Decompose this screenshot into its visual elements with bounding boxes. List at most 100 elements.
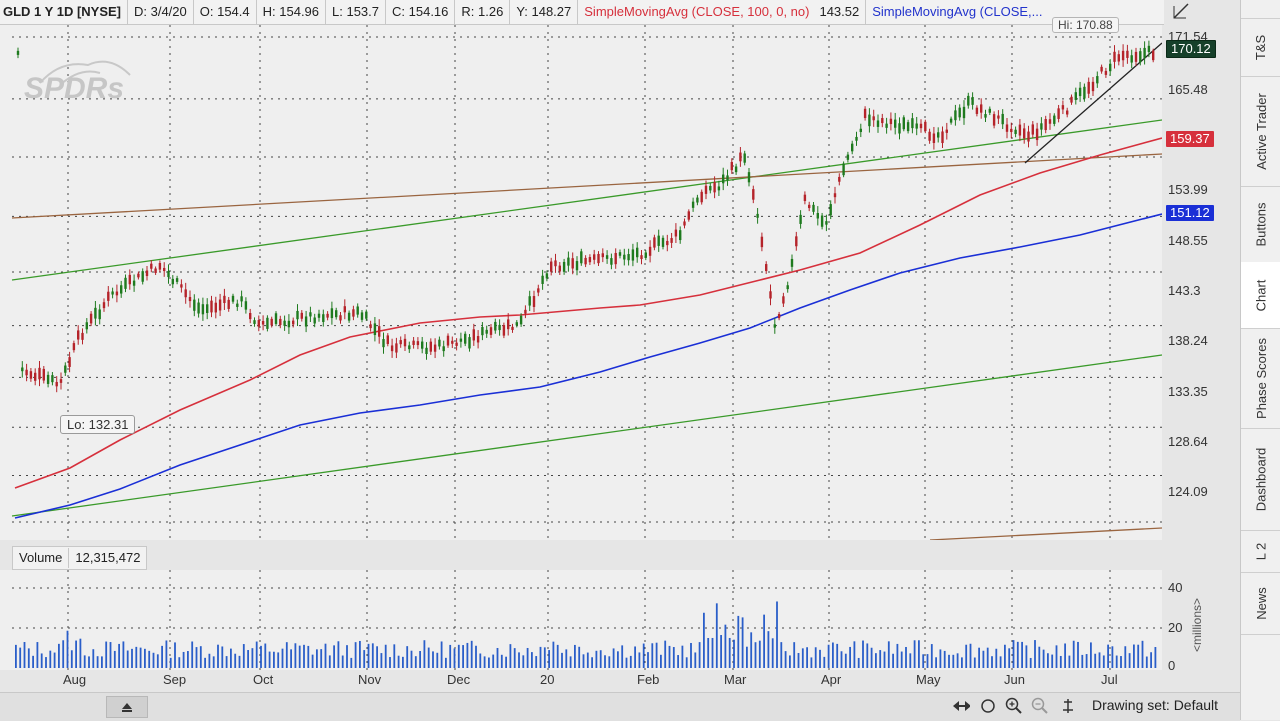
volume-bar <box>376 646 378 668</box>
candle-body <box>287 320 291 328</box>
volume-bar <box>109 642 112 668</box>
tab-chart[interactable]: Chart <box>1241 262 1280 329</box>
tab-phase-scores[interactable]: Phase Scores <box>1241 328 1280 429</box>
volume-bar <box>466 642 469 668</box>
candle-body <box>911 118 914 129</box>
tab-active-trader[interactable]: Active Trader <box>1241 76 1280 187</box>
candle-body <box>1152 50 1155 61</box>
candle-body <box>541 275 544 284</box>
volume-bar <box>27 648 30 668</box>
month-label: May <box>916 672 941 687</box>
candle-body <box>846 154 850 160</box>
volume-label[interactable]: Volume <box>13 548 70 568</box>
candle-body <box>851 143 854 152</box>
volume-value: 12,315,472 <box>75 550 141 565</box>
candle-body <box>631 249 635 261</box>
symbol-label[interactable]: GLD 1 Y 1D [NYSE] <box>0 0 128 24</box>
candle-body <box>171 278 174 285</box>
tab-news[interactable]: News <box>1241 572 1280 635</box>
volume-bar <box>1120 656 1122 668</box>
pan-arrows-icon[interactable] <box>952 697 970 715</box>
scroll-to-end-button[interactable] <box>106 696 148 718</box>
candle-body <box>154 268 157 273</box>
candle-body <box>816 213 819 219</box>
month-label: Nov <box>358 672 382 687</box>
volume-bar <box>918 640 920 668</box>
candle-body <box>674 229 678 237</box>
tab-dashboard[interactable]: Dashboard <box>1241 428 1280 531</box>
tab-top[interactable] <box>1241 0 1280 19</box>
volume-bar <box>1115 655 1118 668</box>
volume-bar <box>406 646 409 668</box>
candle-body <box>885 123 888 128</box>
candle-body <box>1023 128 1026 139</box>
volume-bar <box>810 657 813 668</box>
candle-body <box>790 258 794 267</box>
price-axis[interactable]: 171.54 165.48 153.99 148.55 143.3 138.24… <box>1162 25 1240 540</box>
drawing-tool-button[interactable] <box>1166 0 1196 22</box>
sma-blue-label[interactable]: SimpleMovingAvg (CLOSE,... <box>872 4 1043 19</box>
volume-bar <box>341 655 344 668</box>
candle-body <box>653 237 656 248</box>
candle-body <box>803 194 807 202</box>
candle-body <box>481 327 484 336</box>
volume-bar <box>1051 654 1054 668</box>
volume-bar <box>900 651 903 668</box>
drawing-tool-icon[interactable] <box>1059 697 1077 715</box>
volume-bar <box>875 653 877 668</box>
volume-bar <box>823 656 826 668</box>
sma-red-label[interactable]: SimpleMovingAvg (CLOSE, 100, 0, no) <box>584 4 810 19</box>
volume-bar <box>354 642 357 668</box>
candle-body <box>876 120 880 127</box>
candle-body <box>1074 92 1077 100</box>
zoom-in-icon[interactable] <box>1005 697 1023 715</box>
volume-chart[interactable]: 40 20 0 <millions> <box>0 570 1240 670</box>
zoom-out-icon[interactable] <box>1031 697 1049 715</box>
candle-body <box>709 185 712 191</box>
price-tick: 138.24 <box>1168 333 1208 348</box>
volume-bar <box>612 648 615 668</box>
candle-body <box>330 308 334 319</box>
candle-body <box>378 326 381 337</box>
volume-bar <box>397 655 400 668</box>
tab-l2[interactable]: L 2 <box>1241 530 1280 573</box>
candle-body <box>175 278 179 282</box>
candle-body <box>932 133 936 144</box>
candle-body <box>992 114 996 126</box>
volume-bar <box>522 655 525 668</box>
candle-body <box>623 254 626 260</box>
candle-body <box>124 277 127 289</box>
volume-bar <box>152 652 155 668</box>
tab-buttons[interactable]: Buttons <box>1241 186 1280 263</box>
volume-bar <box>1141 640 1144 668</box>
drawing-set-label[interactable]: Drawing set: Default <box>1092 697 1219 713</box>
volume-bar <box>629 655 632 668</box>
volume-bar <box>647 652 649 668</box>
volume-bar <box>264 643 267 668</box>
candle-body <box>429 341 432 352</box>
candle-body <box>120 285 123 294</box>
candle-body <box>1066 110 1069 115</box>
date-axis[interactable]: Aug Sep Oct Nov Dec 20 Feb Mar Apr May J… <box>0 670 1164 692</box>
price-tick: 148.55 <box>1168 233 1208 248</box>
volume-bar <box>238 655 241 668</box>
volume-bar <box>204 657 206 668</box>
tab-ts[interactable]: T&S <box>1241 18 1280 77</box>
volume-bar <box>384 644 387 668</box>
candle-body <box>300 312 303 319</box>
candle-body <box>975 107 979 114</box>
candle-body <box>446 335 450 346</box>
candle-body <box>571 258 574 269</box>
reset-circle-icon[interactable] <box>979 697 997 715</box>
volume-bar <box>827 644 830 668</box>
candle-body <box>455 342 458 346</box>
candle-body <box>1035 128 1039 141</box>
volume-bar <box>548 650 550 668</box>
volume-bar <box>307 645 310 668</box>
candle-body <box>554 260 557 267</box>
volume-bar <box>677 655 679 668</box>
price-chart[interactable]: SPDRs Hi: 170.88 Lo: 132.31 <box>0 17 1240 540</box>
candle-body <box>941 131 944 144</box>
volume-bar <box>260 645 262 668</box>
candle-body <box>356 306 359 315</box>
